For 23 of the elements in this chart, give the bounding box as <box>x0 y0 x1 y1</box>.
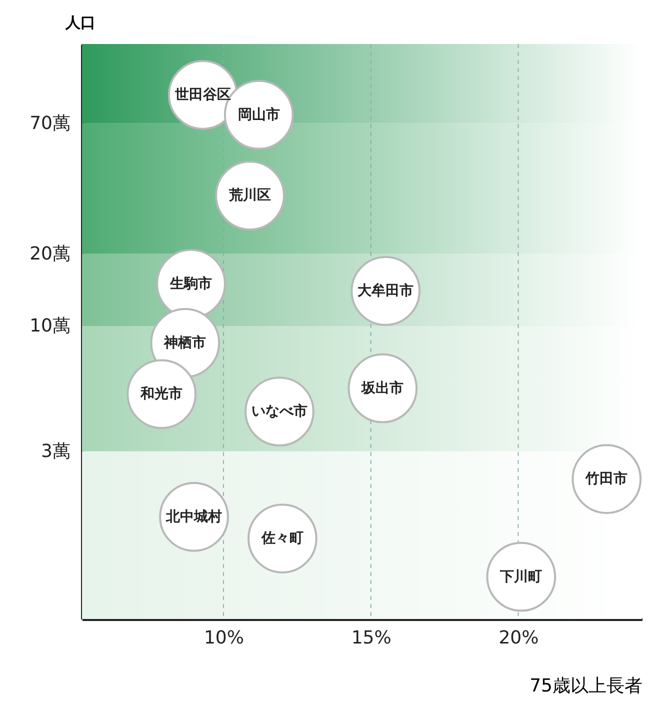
series-label: 神栖市 <box>163 334 206 351</box>
series-label: 竹田市 <box>584 470 628 488</box>
x-tick-label: 15% <box>351 628 392 648</box>
x-axis-title: 75歳以上長者 <box>530 676 642 696</box>
y-tick-label: 70萬 <box>30 112 70 134</box>
x-tick-label: 20% <box>498 628 539 648</box>
y-tick-label: 10萬 <box>30 316 70 337</box>
series-label: 佐々町 <box>260 530 304 546</box>
point <box>248 504 318 574</box>
series-label: 生駒市 <box>169 274 212 292</box>
series-label: 坂出市 <box>360 379 404 396</box>
y-tick-label: 20萬 <box>30 243 70 264</box>
series-label: 世田谷区 <box>174 86 231 103</box>
series-label: 下川町 <box>499 568 542 585</box>
series-label: 岡山市 <box>238 106 280 123</box>
y-axis-title: 人口 <box>64 14 96 32</box>
y-tick-label: 3萬 <box>41 440 70 462</box>
series-label: 北中城村 <box>165 508 222 525</box>
series-label: 大牟田市 <box>358 282 414 299</box>
x-tick-label: 10% <box>204 628 244 648</box>
series-label: いなべ市 <box>251 402 308 420</box>
series-label: 荒川区 <box>228 188 271 204</box>
series-label: 和光市 <box>140 385 183 402</box>
